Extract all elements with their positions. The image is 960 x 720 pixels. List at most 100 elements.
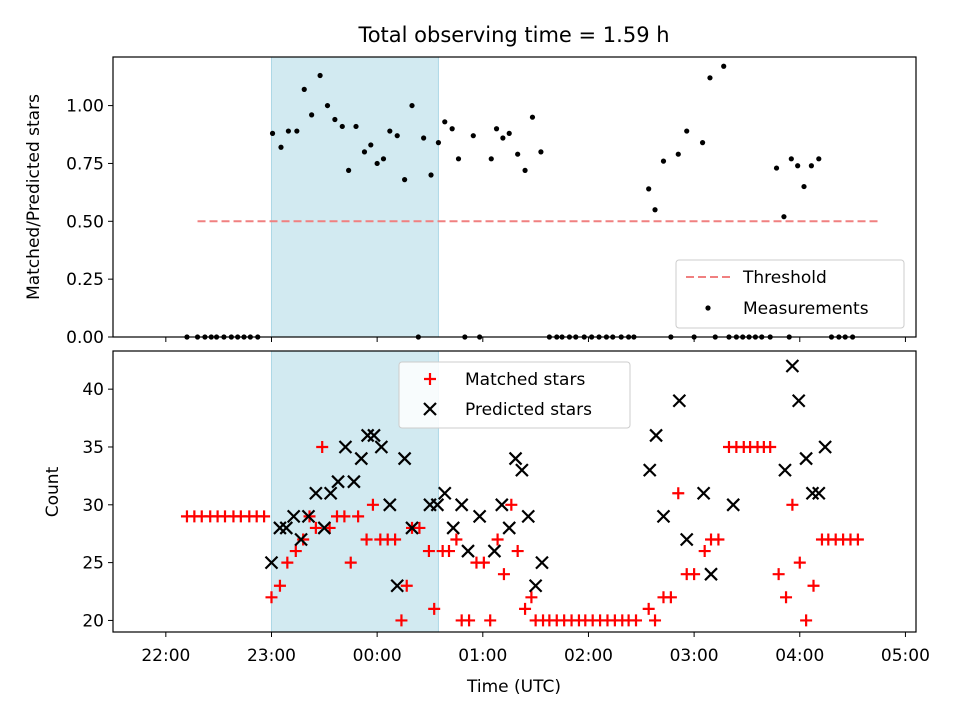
- predicted-star-point: [286, 509, 301, 524]
- matched-star-point: [793, 556, 806, 569]
- measurement-point: [449, 126, 455, 132]
- top-y-tick-label: 0.50: [66, 212, 104, 232]
- top-y-ticks: 0.00 0.25 0.50 0.75 1.00: [66, 97, 113, 348]
- measurement-point: [374, 160, 380, 167]
- matched-star-point: [649, 614, 662, 627]
- predicted-star-point: [649, 428, 663, 443]
- measurement-point: [301, 86, 307, 92]
- measurement-point: [801, 183, 807, 190]
- measurement-point: [339, 123, 345, 130]
- predicted-star-point: [704, 567, 718, 581]
- matched-star-point: [630, 614, 643, 627]
- measurement-point: [522, 167, 528, 173]
- top-axes-frame: [112, 56, 917, 338]
- predicted-star-point: [515, 463, 529, 477]
- matched-star-point: [258, 510, 271, 523]
- measurement-point: [721, 63, 727, 69]
- predicted-star-point: [642, 463, 657, 477]
- predicted-star-point: [309, 486, 323, 501]
- predicted-star-point: [487, 544, 502, 558]
- matched-star-point: [428, 602, 441, 615]
- predicted-star-point: [273, 521, 287, 535]
- predicted-star-point: [672, 393, 687, 408]
- measurement-point: [773, 165, 780, 171]
- matched-star-point: [525, 591, 538, 604]
- count-points: [180, 359, 864, 627]
- measurement-point: [278, 144, 284, 150]
- matched-star-point: [450, 533, 463, 546]
- predicted-star-point: [791, 393, 806, 408]
- predicted-star-point: [301, 509, 316, 524]
- x-tick-label: 22:00: [141, 646, 190, 666]
- measurement-point: [470, 133, 476, 139]
- matched-star-point: [491, 533, 504, 546]
- predicted-star-point: [799, 451, 813, 466]
- legend-matched-swatch: [424, 373, 436, 385]
- predicted-star-point: [454, 498, 469, 512]
- measurement-point: [387, 128, 393, 134]
- predicted-star-point: [502, 521, 516, 535]
- bottom-legend-box: [398, 361, 631, 429]
- bottom-y-tick-label: 30: [82, 496, 104, 516]
- matched-star-point: [800, 614, 813, 627]
- measurement-point: [455, 156, 462, 162]
- measurement-point: [269, 130, 276, 136]
- top-y-tick-label: 1.00: [66, 97, 104, 117]
- measurement-point: [538, 149, 544, 155]
- measurement-point: [488, 156, 494, 162]
- measurement-point: [816, 156, 822, 162]
- top-legend-box: [675, 259, 905, 329]
- matched-star-point: [505, 498, 518, 511]
- predicted-star-point: [338, 440, 353, 454]
- x-tick-label: 05:00: [881, 646, 930, 666]
- predicted-star-point: [785, 359, 800, 373]
- measurement-point: [332, 116, 338, 123]
- legend-threshold-label: Threshold: [742, 268, 827, 288]
- matched-star-point: [395, 614, 408, 627]
- measurement-point: [421, 135, 427, 141]
- measurement-point: [699, 140, 706, 146]
- matched-star-point: [807, 579, 820, 592]
- bottom-x-ticks: 22:00 23:00 00:00 01:00 02:00 03:00 04:00 05:00: [141, 632, 930, 666]
- measurement-point: [435, 140, 442, 146]
- measurement-point: [795, 163, 801, 169]
- bottom-y-axis-label: Count: [43, 466, 63, 517]
- matched-star-point: [664, 591, 677, 604]
- predicted-star-point: [535, 555, 549, 570]
- matched-star-point: [642, 602, 655, 615]
- measurement-point: [808, 163, 814, 169]
- predicted-star-point: [323, 486, 338, 501]
- matched-star-point: [400, 579, 413, 592]
- matched-star-point: [463, 614, 476, 627]
- top-legend: Threshold Measurements: [675, 259, 905, 329]
- top-y-tick-label: 0.75: [66, 154, 104, 174]
- matched-star-point: [511, 545, 524, 558]
- measurement-point: [675, 151, 681, 157]
- predicted-star-point: [508, 451, 523, 466]
- measurement-point: [285, 128, 291, 134]
- measurement-point: [409, 102, 415, 109]
- measurement-point: [646, 186, 652, 192]
- x-tick-label: 23:00: [247, 646, 296, 666]
- legend-predicted-label: Predicted stars: [465, 400, 592, 420]
- matched-star-point: [273, 579, 286, 592]
- predicted-star-point: [521, 509, 536, 524]
- chart-title: Total observing time = 1.59 h: [357, 23, 669, 47]
- top-y-tick-label: 0.00: [66, 328, 104, 348]
- measurement-point: [781, 214, 787, 220]
- bottom-legend: Matched stars Predicted stars: [398, 361, 631, 429]
- matched-star-point: [309, 521, 322, 534]
- legend-matched-label: Matched stars: [465, 370, 585, 390]
- predicted-star-point: [317, 521, 332, 535]
- top-x-ticks: [165, 337, 906, 342]
- measurement-point: [428, 172, 434, 178]
- matched-star-point: [688, 568, 701, 581]
- matched-star-point: [413, 521, 426, 534]
- bottom-axes-frame: [112, 350, 917, 633]
- legend-measurement-label: Measurements: [743, 299, 869, 319]
- legend-predicted-swatch: [423, 402, 437, 416]
- predicted-star-point: [405, 521, 419, 535]
- measurement-point: [346, 167, 352, 173]
- x-axis-label: Time (UTC): [466, 677, 561, 697]
- bottom-y-tick-label: 35: [82, 438, 104, 458]
